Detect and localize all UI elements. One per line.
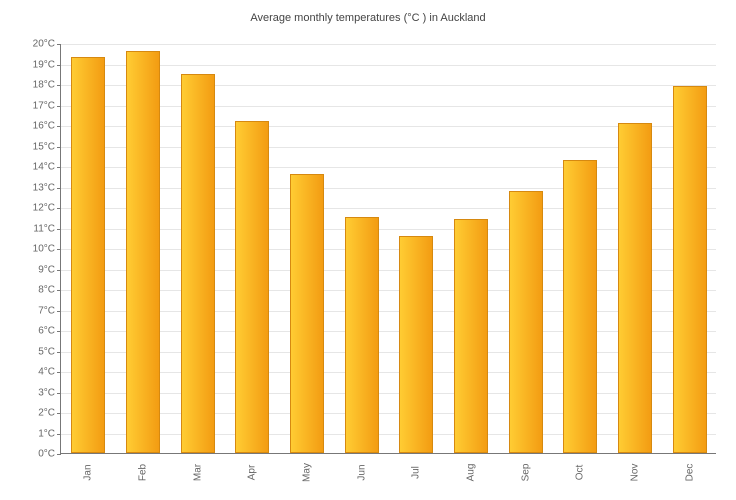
bar: [290, 174, 324, 453]
y-tick-label: 16°C: [33, 121, 61, 132]
x-tick-label: Sep: [520, 464, 531, 482]
y-tick-label: 10°C: [33, 244, 61, 255]
y-tick-label: 15°C: [33, 141, 61, 152]
x-tick-label: Nov: [630, 464, 641, 482]
bar: [235, 121, 269, 453]
y-tick-label: 2°C: [38, 408, 61, 419]
x-tick-label: May: [302, 463, 313, 482]
y-tick-label: 8°C: [38, 285, 61, 296]
y-tick-label: 19°C: [33, 59, 61, 70]
plot-area: 0°C1°C2°C3°C4°C5°C6°C7°C8°C9°C10°C11°C12…: [60, 44, 716, 454]
y-tick-label: 5°C: [38, 346, 61, 357]
y-tick-label: 17°C: [33, 100, 61, 111]
y-tick-label: 9°C: [38, 264, 61, 275]
bar: [71, 57, 105, 453]
chart-title: Average monthly temperatures (°C ) in Au…: [0, 12, 736, 24]
grid-line: [61, 44, 716, 45]
bar: [673, 86, 707, 453]
bar: [181, 74, 215, 453]
bar: [563, 160, 597, 453]
bar: [399, 236, 433, 453]
y-tick-label: 14°C: [33, 162, 61, 173]
y-tick-label: 12°C: [33, 203, 61, 214]
bar: [126, 51, 160, 453]
y-tick-label: 0°C: [38, 449, 61, 460]
y-tick-label: 1°C: [38, 428, 61, 439]
y-tick-label: 4°C: [38, 367, 61, 378]
x-tick-label: Jan: [83, 464, 94, 480]
y-tick-label: 20°C: [33, 39, 61, 50]
y-tick-label: 3°C: [38, 387, 61, 398]
bar: [509, 191, 543, 453]
y-tick-label: 13°C: [33, 182, 61, 193]
y-tick-label: 11°C: [33, 223, 61, 234]
chart-container: Average monthly temperatures (°C ) in Au…: [0, 0, 736, 500]
x-tick-label: Mar: [192, 464, 203, 481]
x-tick-label: Aug: [466, 464, 477, 482]
x-tick-label: Jul: [411, 466, 422, 479]
x-tick-label: Oct: [575, 465, 586, 481]
bar: [454, 219, 488, 453]
x-tick-label: Dec: [684, 464, 695, 482]
x-tick-label: Jun: [356, 464, 367, 480]
bar: [345, 217, 379, 453]
bar: [618, 123, 652, 453]
y-tick-label: 7°C: [38, 305, 61, 316]
x-tick-label: Apr: [247, 465, 258, 481]
y-tick-label: 6°C: [38, 326, 61, 337]
x-tick-label: Feb: [138, 464, 149, 481]
y-tick-label: 18°C: [33, 80, 61, 91]
